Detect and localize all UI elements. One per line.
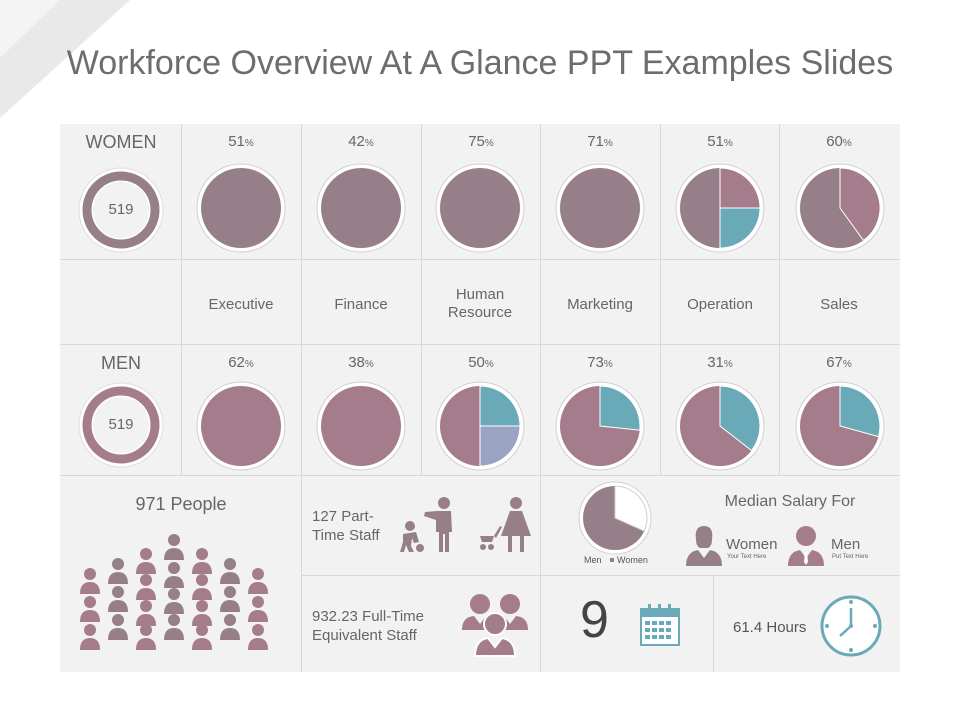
grid-line [421, 124, 422, 476]
grid-line [660, 124, 661, 476]
salary-men-subtext: Put Text Here [832, 554, 869, 560]
women-pct-sales: 60% [826, 133, 852, 150]
men-pct-finance: 38% [348, 354, 374, 371]
grid-line [779, 124, 780, 476]
person-icon [220, 558, 240, 584]
person-icon [192, 548, 212, 574]
dept-sales: Sales [820, 296, 858, 313]
people-count-label: 971 People [135, 494, 227, 514]
person-icon [164, 534, 184, 560]
gender-pie [578, 481, 652, 555]
hours-label: 61.4 Hours [733, 619, 807, 636]
men-pie-operation [675, 381, 765, 471]
grid-line [181, 124, 182, 476]
dept-operation: Operation [687, 296, 753, 313]
women-pie-human-resource [435, 163, 525, 253]
dept-finance: Finance [334, 296, 388, 313]
person-icon [220, 586, 240, 612]
women-pie-marketing [555, 163, 645, 253]
men-pie-human-resource [435, 381, 525, 471]
person-icon [80, 596, 100, 622]
person-icon [248, 568, 268, 594]
person-icon [136, 624, 156, 650]
person-icon [108, 586, 128, 612]
part-time-label: 127 Part- Time Staff [312, 508, 380, 544]
person-icon [108, 558, 128, 584]
person-icon [248, 624, 268, 650]
person-icon [164, 614, 184, 640]
woman-avatar-icon [686, 526, 722, 566]
legend-women: Women [617, 555, 648, 565]
calendar-icon [640, 604, 680, 646]
women-pct-executive: 51% [228, 133, 254, 150]
calendar-number: 9 [580, 591, 609, 649]
men-pct-operation: 31% [707, 354, 733, 371]
women-pie-sales [795, 163, 885, 253]
women-pie-finance [316, 163, 406, 253]
women-label: WOMEN [85, 132, 157, 152]
man-avatar-icon [788, 526, 824, 566]
person-icon [248, 596, 268, 622]
grid-line [60, 475, 900, 476]
person-icon [164, 588, 184, 614]
grid-line [60, 259, 900, 260]
person-icon [136, 574, 156, 600]
full-time-label: 932.23 Full-Time Equivalent Staff [312, 608, 424, 644]
person-icon [192, 600, 212, 626]
mother-stroller-icon [480, 497, 531, 552]
women-total-value: 519 [108, 201, 134, 218]
clock-icon [820, 595, 882, 657]
men-pie-sales [795, 381, 885, 471]
legend-men: Men [584, 555, 602, 565]
men-total-value: 519 [108, 416, 134, 433]
person-icon [164, 562, 184, 588]
grid-line [301, 124, 302, 672]
page-title: Workforce Overview At A Glance PPT Examp… [66, 44, 894, 82]
women-pct-marketing: 71% [587, 133, 613, 150]
people-crowd-icon [80, 534, 268, 650]
salary-women-label: Women [726, 536, 778, 553]
women-pie-executive [196, 163, 286, 253]
person-icon [80, 568, 100, 594]
person-icon [220, 614, 240, 640]
dept-executive: Executive [208, 296, 274, 313]
person-icon [80, 624, 100, 650]
corner-decoration [0, 0, 130, 118]
dept-human-resource: Human Resource [447, 286, 513, 321]
staff-group-icon [462, 594, 528, 657]
person-icon [108, 614, 128, 640]
women-pie-operation [675, 163, 765, 253]
person-icon [136, 600, 156, 626]
men-label: MEN [101, 353, 141, 373]
median-salary-title: Median Salary For [724, 493, 856, 510]
men-pie-marketing [555, 381, 645, 471]
person-icon [192, 624, 212, 650]
women-pct-operation: 51% [707, 133, 733, 150]
grid-line [60, 344, 900, 345]
legend-women-swatch [610, 558, 614, 562]
men-pct-executive: 62% [228, 354, 254, 371]
men-pie-finance [316, 381, 406, 471]
men-total-ring [78, 382, 164, 468]
women-pct-finance: 42% [348, 133, 374, 150]
women-pct-human-resource: 75% [468, 133, 494, 150]
grid-line [540, 124, 541, 672]
women-total-ring [78, 167, 164, 253]
dept-marketing: Marketing [567, 296, 633, 313]
parent-child-icon [400, 497, 452, 552]
person-icon [136, 548, 156, 574]
men-pct-marketing: 73% [587, 354, 613, 371]
salary-women-subtext: Your Text Here [727, 554, 767, 560]
salary-men-label: Men [831, 536, 861, 553]
grid-line [713, 575, 714, 672]
person-icon [192, 574, 212, 600]
men-pct-sales: 67% [826, 354, 852, 371]
men-pie-executive [196, 381, 286, 471]
men-pct-human-resource: 50% [468, 354, 494, 371]
grid-line [301, 575, 900, 576]
